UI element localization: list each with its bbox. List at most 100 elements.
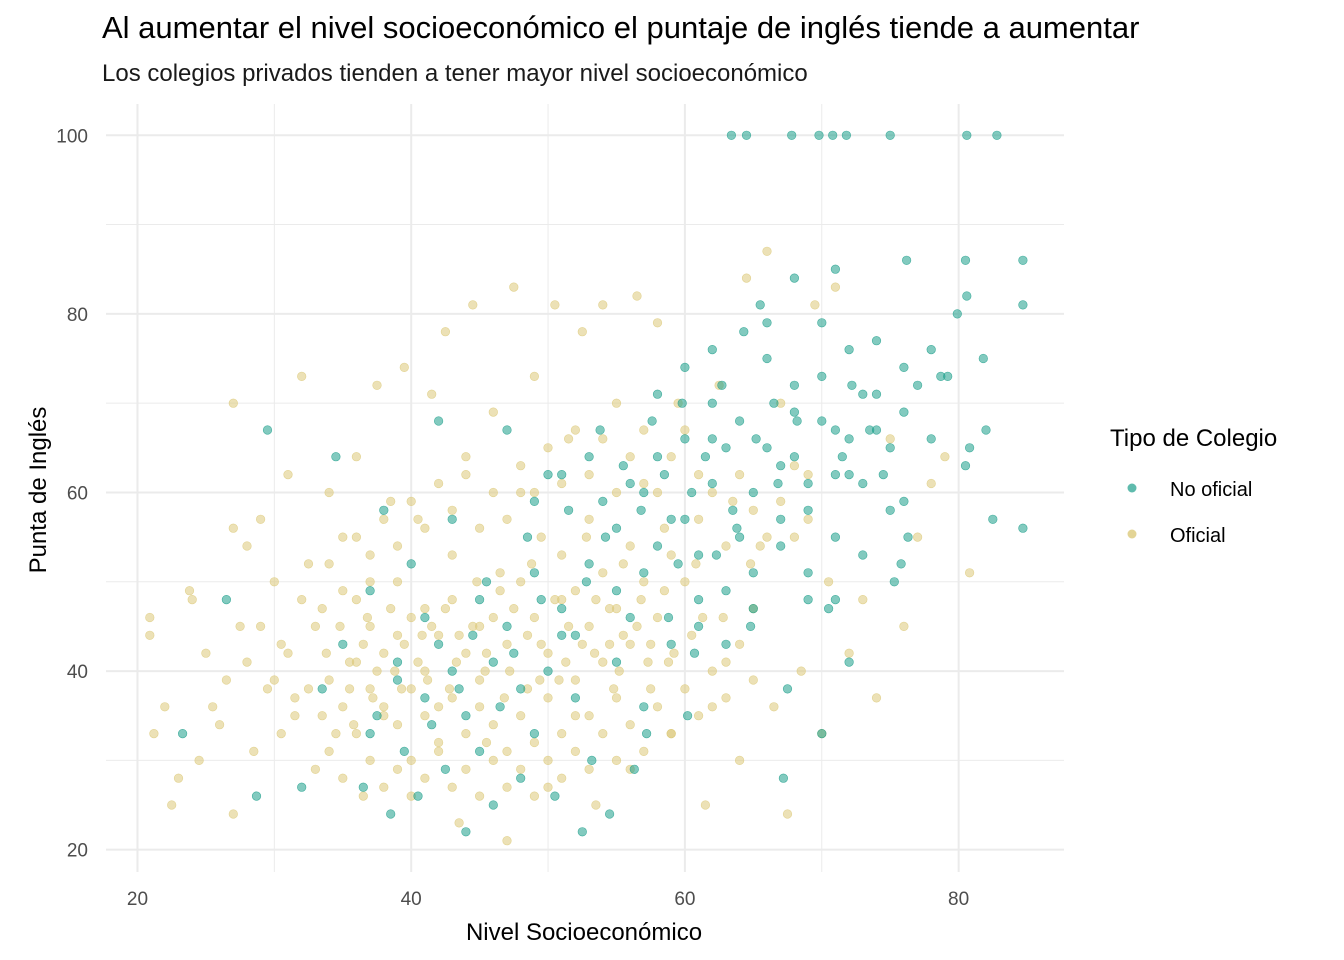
point-oficial xyxy=(461,648,471,658)
point-oficial xyxy=(782,809,793,819)
point-no-oficial xyxy=(871,389,882,399)
point-no-oficial xyxy=(707,478,717,489)
point-no-oficial xyxy=(803,568,813,578)
point-oficial xyxy=(734,755,745,766)
point-oficial xyxy=(351,594,362,605)
point-oficial xyxy=(964,568,975,578)
point-oficial xyxy=(338,532,348,542)
point-oficial xyxy=(591,800,601,810)
point-no-oficial xyxy=(584,452,594,462)
point-no-oficial xyxy=(871,336,882,346)
point-oficial xyxy=(734,639,745,649)
point-oficial xyxy=(502,514,512,524)
point-oficial xyxy=(516,577,526,587)
point-oficial xyxy=(194,755,204,766)
point-oficial xyxy=(379,648,389,658)
point-oficial xyxy=(516,487,526,498)
point-oficial xyxy=(324,487,334,498)
point-oficial xyxy=(522,630,533,640)
point-oficial xyxy=(447,594,457,605)
point-oficial xyxy=(680,684,690,694)
point-no-oficial xyxy=(773,478,783,489)
point-oficial xyxy=(447,550,457,560)
point-no-oficial xyxy=(475,594,485,605)
point-no-oficial xyxy=(693,621,704,632)
point-oficial xyxy=(584,764,594,774)
point-oficial xyxy=(584,621,594,632)
point-no-oficial xyxy=(837,452,847,462)
point-oficial xyxy=(488,407,498,417)
point-oficial xyxy=(529,371,540,382)
point-oficial xyxy=(516,711,526,721)
point-oficial xyxy=(632,291,642,301)
point-no-oficial xyxy=(707,345,717,355)
point-oficial xyxy=(461,764,471,774)
point-no-oficial xyxy=(817,416,827,426)
point-no-oficial xyxy=(584,559,594,569)
point-no-oficial xyxy=(700,452,711,462)
point-oficial xyxy=(652,702,663,712)
point-oficial xyxy=(666,452,676,462)
point-no-oficial xyxy=(440,764,451,774)
point-no-oficial xyxy=(830,425,841,435)
point-oficial xyxy=(201,648,211,658)
point-oficial xyxy=(625,720,635,730)
point-oficial xyxy=(345,684,355,694)
x-tick-label: 40 xyxy=(401,889,422,910)
point-oficial xyxy=(912,532,923,542)
plot-grid xyxy=(106,104,1064,872)
point-no-oficial xyxy=(663,612,674,623)
point-no-oficial xyxy=(420,693,430,703)
point-no-oficial xyxy=(732,523,742,533)
point-no-oficial xyxy=(871,425,882,435)
point-oficial xyxy=(495,586,505,596)
point-no-oficial xyxy=(1018,300,1028,310)
point-oficial xyxy=(451,657,462,667)
point-no-oficial xyxy=(251,791,262,801)
point-no-oficial xyxy=(899,407,909,417)
point-oficial xyxy=(536,639,546,649)
point-no-oficial xyxy=(858,478,868,489)
point-oficial xyxy=(659,523,670,533)
point-no-oficial xyxy=(817,728,827,739)
point-oficial xyxy=(160,702,170,712)
point-oficial xyxy=(351,532,362,542)
point-no-oficial xyxy=(776,461,786,471)
point-oficial xyxy=(472,577,482,587)
point-oficial xyxy=(461,728,471,739)
point-no-oficial xyxy=(960,461,971,471)
x-axis-ticks: 20 40 60 80 xyxy=(127,889,969,910)
point-oficial xyxy=(748,675,758,685)
point-oficial xyxy=(762,532,772,542)
point-oficial xyxy=(940,452,950,462)
point-oficial xyxy=(358,639,368,649)
point-no-oficial xyxy=(992,130,1002,140)
point-oficial xyxy=(632,621,642,632)
point-oficial xyxy=(646,684,656,694)
point-oficial xyxy=(399,362,409,373)
point-oficial xyxy=(584,514,594,524)
point-no-oficial xyxy=(317,684,327,694)
point-no-oficial xyxy=(830,532,841,542)
point-no-oficial xyxy=(434,416,444,426)
point-oficial xyxy=(351,452,362,462)
point-no-oficial xyxy=(789,407,800,417)
legend-key-oficial xyxy=(1127,529,1137,539)
point-oficial xyxy=(434,746,444,757)
point-oficial xyxy=(871,693,882,703)
point-oficial xyxy=(228,523,238,533)
point-no-oficial xyxy=(734,532,745,542)
point-oficial xyxy=(700,800,711,810)
point-oficial xyxy=(584,711,594,721)
point-no-oficial xyxy=(392,675,403,685)
point-oficial xyxy=(417,630,427,640)
point-oficial xyxy=(324,675,334,685)
point-no-oficial xyxy=(611,523,622,533)
point-no-oficial xyxy=(717,380,727,390)
point-oficial xyxy=(636,594,646,605)
point-oficial xyxy=(420,711,430,721)
point-no-oficial xyxy=(557,603,567,614)
point-no-oficial xyxy=(495,702,505,712)
point-no-oficial xyxy=(901,255,912,265)
point-oficial xyxy=(646,639,656,649)
